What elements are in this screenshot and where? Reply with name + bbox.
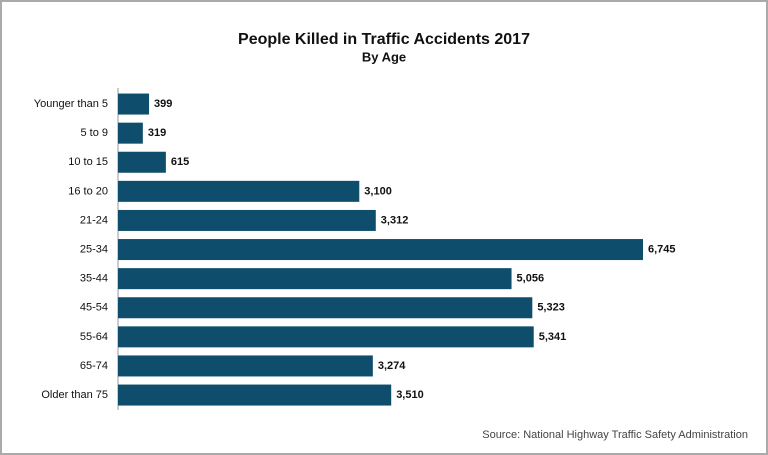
chart-title: People Killed in Traffic Accidents 2017 <box>238 31 530 48</box>
y-tick-label: 5 to 9 <box>80 127 108 139</box>
value-label: 319 <box>148 127 166 139</box>
y-tick-label: 65-74 <box>80 360 108 372</box>
bar <box>118 239 643 261</box>
bar <box>118 326 534 348</box>
y-tick-label: 55-64 <box>80 331 108 343</box>
y-tick-label: Older than 75 <box>41 389 108 401</box>
bar <box>118 93 150 115</box>
bar <box>118 384 392 406</box>
value-label: 5,056 <box>517 273 545 285</box>
bar <box>118 180 360 202</box>
y-tick-label: 35-44 <box>80 273 108 285</box>
chart-subtitle: By Age <box>362 49 406 64</box>
bar <box>118 268 512 290</box>
bar <box>118 209 376 231</box>
y-tick-label: Younger than 5 <box>34 98 108 110</box>
value-label: 3,312 <box>381 214 409 226</box>
source-note: Source: National Highway Traffic Safety … <box>482 429 748 441</box>
y-tick-label: 21-24 <box>80 214 108 226</box>
y-tick-label: 25-34 <box>80 243 108 255</box>
bar <box>118 151 166 173</box>
value-label: 6,745 <box>648 243 676 255</box>
value-label: 5,341 <box>539 331 567 343</box>
value-label: 3,100 <box>364 185 392 197</box>
y-tick-label: 10 to 15 <box>68 156 108 168</box>
value-label: 5,323 <box>537 302 565 314</box>
value-label: 615 <box>171 156 189 168</box>
bar <box>118 297 533 319</box>
value-label: 3,274 <box>378 360 406 372</box>
y-tick-label: 45-54 <box>80 302 108 314</box>
value-label: 3,510 <box>396 389 424 401</box>
value-label: 399 <box>154 98 172 110</box>
bar <box>118 355 373 377</box>
y-tick-label: 16 to 20 <box>68 185 108 197</box>
bar <box>118 122 143 144</box>
